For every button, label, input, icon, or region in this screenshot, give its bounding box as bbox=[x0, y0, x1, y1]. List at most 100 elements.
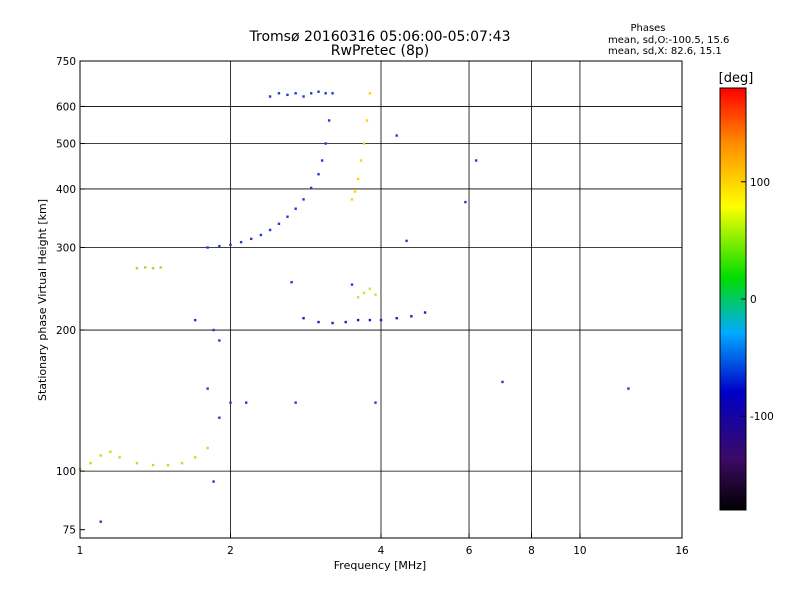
colorbar-tick-label: -100 bbox=[750, 411, 774, 423]
x-axis-label: Frequency [MHz] bbox=[334, 559, 426, 572]
data-point bbox=[331, 321, 334, 325]
data-point bbox=[194, 456, 197, 459]
data-point bbox=[627, 387, 630, 390]
data-point bbox=[143, 266, 147, 269]
x-tick-label: 1 bbox=[77, 545, 84, 557]
data-point bbox=[151, 267, 155, 270]
data-point bbox=[206, 446, 209, 450]
colorbar-ticks: 100 0 -100 bbox=[741, 177, 774, 423]
data-point bbox=[356, 296, 360, 299]
chart-subtitle: RwPretec (8p) bbox=[331, 43, 429, 59]
x-tick-label: 10 bbox=[573, 545, 586, 557]
data-point bbox=[286, 93, 289, 97]
colorbar-tick-label: 100 bbox=[750, 177, 770, 189]
data-point bbox=[99, 520, 102, 523]
data-point bbox=[99, 454, 102, 457]
x-tick-label: 8 bbox=[528, 545, 535, 557]
data-point bbox=[259, 233, 263, 237]
data-point bbox=[294, 401, 297, 404]
data-point bbox=[331, 92, 334, 95]
data-point bbox=[405, 239, 408, 243]
data-point bbox=[245, 401, 248, 404]
data-point bbox=[89, 461, 92, 465]
x-tick-label: 2 bbox=[227, 545, 234, 557]
data-point bbox=[277, 92, 281, 95]
y-tick-label: 400 bbox=[56, 184, 76, 196]
data-point bbox=[218, 339, 221, 342]
data-point bbox=[464, 200, 467, 204]
data-point bbox=[410, 315, 413, 318]
data-point bbox=[212, 328, 215, 332]
y-tick-label: 500 bbox=[56, 139, 76, 151]
data-point bbox=[206, 246, 209, 249]
data-point bbox=[395, 316, 398, 320]
data-point bbox=[218, 244, 221, 248]
data-point bbox=[474, 159, 478, 162]
data-point bbox=[317, 320, 320, 324]
data-point bbox=[327, 119, 331, 122]
y-axis-label: Stationary phase Virtual Height [km] bbox=[36, 199, 49, 401]
data-point bbox=[324, 142, 327, 145]
data-point bbox=[159, 266, 162, 269]
data-point bbox=[239, 240, 243, 244]
data-point bbox=[324, 92, 327, 95]
data-point bbox=[320, 159, 324, 162]
data-point bbox=[218, 416, 221, 419]
data-point bbox=[344, 320, 347, 324]
y-tick-label: 300 bbox=[56, 243, 76, 255]
x-tick-label: 16 bbox=[675, 545, 689, 557]
data-point bbox=[374, 401, 377, 404]
data-point bbox=[356, 177, 360, 181]
data-points bbox=[78, 90, 630, 523]
data-point bbox=[359, 159, 363, 162]
data-point bbox=[135, 267, 139, 270]
data-point bbox=[294, 92, 297, 95]
colorbar-label: [deg] bbox=[719, 71, 754, 86]
data-point bbox=[423, 311, 427, 314]
data-point bbox=[362, 291, 366, 295]
y-axis-ticks: 75 100 200 300 400 500 600 750 bbox=[56, 56, 85, 537]
y-tick-label: 200 bbox=[56, 325, 76, 337]
y-tick-label: 100 bbox=[56, 466, 76, 478]
data-point bbox=[229, 243, 232, 247]
data-point bbox=[365, 119, 369, 122]
y-tick-label: 75 bbox=[63, 525, 76, 537]
colorbar-tick-label: 0 bbox=[750, 294, 757, 306]
data-point bbox=[362, 142, 366, 145]
data-point bbox=[374, 293, 377, 296]
data-point bbox=[350, 283, 354, 286]
data-point bbox=[501, 380, 504, 384]
data-point bbox=[286, 215, 289, 218]
data-point bbox=[166, 463, 170, 467]
data-point bbox=[302, 198, 305, 201]
y-tick-label: 600 bbox=[56, 101, 76, 113]
data-point bbox=[277, 222, 281, 226]
phase-stats-o: mean, sd,O:-100.5, 15.6 bbox=[608, 35, 729, 46]
data-point bbox=[294, 207, 297, 210]
data-point bbox=[268, 95, 272, 98]
data-point bbox=[118, 456, 121, 459]
x-tick-label: 4 bbox=[378, 545, 385, 557]
x-tick-label: 6 bbox=[466, 545, 473, 557]
x-axis-ticks: 1 2 4 6 8 10 16 bbox=[77, 533, 689, 557]
data-point bbox=[379, 318, 383, 322]
data-point bbox=[302, 95, 305, 98]
data-point bbox=[350, 198, 354, 201]
data-point bbox=[151, 463, 155, 467]
data-point bbox=[194, 318, 197, 322]
data-point bbox=[368, 287, 372, 290]
chart-title: Tromsø 20160316 05:06:00-05:07:43 bbox=[249, 29, 511, 45]
grid-lines bbox=[79, 61, 683, 538]
data-point bbox=[353, 190, 357, 193]
data-point bbox=[206, 387, 209, 390]
phase-stats-heading: Phases bbox=[630, 23, 665, 34]
data-point bbox=[268, 228, 272, 232]
data-point bbox=[317, 90, 320, 93]
phase-stats-x: mean, sd,X: 82.6, 15.1 bbox=[608, 46, 722, 57]
data-point bbox=[109, 450, 112, 453]
data-point bbox=[309, 186, 313, 190]
data-point bbox=[368, 92, 372, 95]
data-point bbox=[317, 173, 320, 176]
data-point bbox=[135, 461, 139, 465]
